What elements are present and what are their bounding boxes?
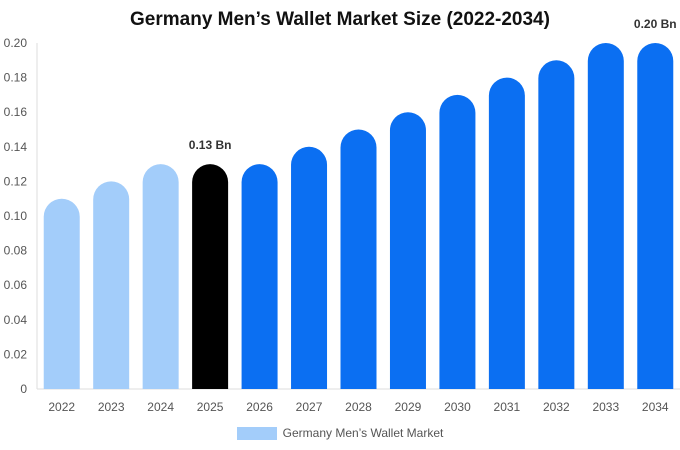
x-tick-label: 2029 bbox=[395, 400, 422, 414]
bar bbox=[538, 60, 575, 389]
y-tick-label: 0.06 bbox=[4, 278, 28, 292]
y-tick-label: 0.10 bbox=[4, 209, 28, 223]
y-tick-label: 0.20 bbox=[4, 36, 28, 50]
x-tick-label: 2030 bbox=[444, 400, 471, 414]
bar bbox=[192, 164, 229, 389]
y-tick-label: 0.14 bbox=[4, 140, 28, 154]
y-tick-label: 0.12 bbox=[4, 174, 28, 188]
legend-swatch bbox=[236, 426, 277, 440]
y-tick-label: 0 bbox=[20, 382, 27, 396]
x-tick-label: 2023 bbox=[98, 400, 125, 414]
chart-title: Germany Men’s Wallet Market Size (2022-2… bbox=[130, 9, 550, 30]
bar bbox=[488, 77, 525, 389]
data-label: 0.20 Bn bbox=[634, 17, 677, 31]
x-tick-label: 2025 bbox=[197, 400, 224, 414]
bar bbox=[637, 43, 674, 389]
bar bbox=[43, 198, 80, 389]
x-tick-label: 2024 bbox=[147, 400, 174, 414]
x-tick-label: 2022 bbox=[48, 400, 75, 414]
x-tick-label: 2027 bbox=[296, 400, 323, 414]
legend-label: Germany Men’s Wallet Market bbox=[282, 426, 444, 440]
data-label: 0.13 Bn bbox=[189, 138, 232, 152]
bar bbox=[241, 164, 278, 389]
y-tick-label: 0.18 bbox=[4, 71, 28, 85]
y-tick-label: 0.16 bbox=[4, 105, 28, 119]
x-tick-label: 2026 bbox=[246, 400, 273, 414]
bar bbox=[587, 43, 624, 389]
y-tick-label: 0.08 bbox=[4, 244, 28, 258]
x-tick-label: 2033 bbox=[592, 400, 619, 414]
x-tick-label: 2028 bbox=[345, 400, 372, 414]
bar bbox=[389, 112, 426, 389]
bar bbox=[439, 94, 476, 389]
y-tick-label: 0.02 bbox=[4, 347, 28, 361]
x-tick-label: 2034 bbox=[642, 400, 669, 414]
legend: Germany Men’s Wallet Market bbox=[0, 426, 680, 440]
bar bbox=[93, 181, 130, 389]
x-tick-label: 2032 bbox=[543, 400, 570, 414]
x-tick-label: 2031 bbox=[494, 400, 521, 414]
y-tick-label: 0.04 bbox=[4, 313, 28, 327]
bar bbox=[340, 129, 377, 389]
bar bbox=[291, 146, 328, 389]
bar bbox=[142, 164, 179, 389]
